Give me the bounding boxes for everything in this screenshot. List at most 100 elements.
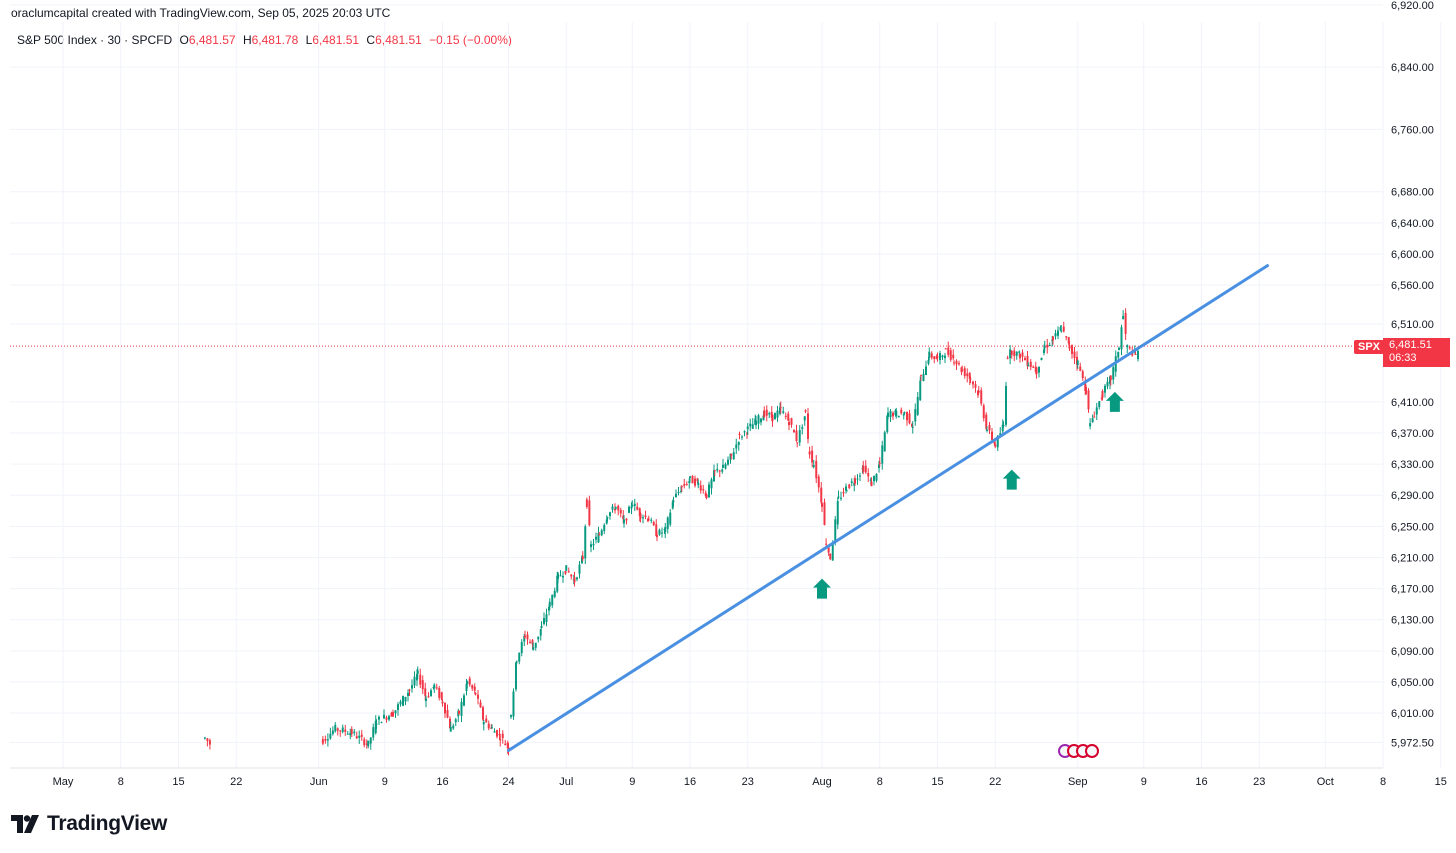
candle-body bbox=[831, 542, 834, 561]
candle-body bbox=[636, 506, 639, 510]
candle-body bbox=[820, 487, 823, 503]
candle-body bbox=[1046, 344, 1049, 348]
candle-body bbox=[952, 354, 955, 359]
candle-body bbox=[326, 739, 329, 741]
candle-body bbox=[1126, 345, 1129, 348]
time-axis[interactable]: May 8 15 22 Jun 9 16 24 Jul 9 16 23 Aug 8 15 22 Sep 9 16 23… bbox=[53, 776, 1447, 788]
candle-body bbox=[837, 496, 840, 498]
candle-body bbox=[463, 695, 465, 706]
candle-body bbox=[1117, 352, 1120, 358]
instrument-name[interactable]: S&P 500 Index · 30 · SPCFD bbox=[17, 33, 173, 47]
candle-body bbox=[1124, 312, 1127, 334]
candle-body bbox=[501, 733, 504, 739]
candle-body bbox=[438, 688, 441, 698]
candle-body bbox=[672, 500, 675, 502]
candle-body bbox=[1076, 360, 1079, 365]
candle-body bbox=[515, 661, 518, 663]
economic-events[interactable] bbox=[1058, 744, 1099, 758]
candle-body bbox=[817, 476, 820, 488]
candle-body bbox=[581, 556, 583, 564]
x-tick-label: 8 bbox=[1380, 776, 1386, 788]
last-price-value: 6,481.51 bbox=[1389, 339, 1432, 351]
candle-body bbox=[680, 490, 682, 492]
candle-body bbox=[1120, 327, 1123, 350]
candle-body bbox=[933, 356, 936, 360]
candle-body bbox=[339, 730, 342, 732]
candle-body bbox=[1018, 351, 1021, 353]
candle-body bbox=[867, 473, 870, 477]
candle-body bbox=[573, 577, 576, 583]
candle-body bbox=[1019, 354, 1021, 359]
price-axis[interactable]: 6,920.00 6,840.00 6,760.00 6,680.00 6,640.00… bbox=[1391, 0, 1434, 749]
candle-body bbox=[916, 397, 919, 415]
candle-body bbox=[562, 576, 564, 578]
candle-body bbox=[344, 729, 347, 732]
up-arrow-icon bbox=[1002, 469, 1021, 490]
trendline[interactable] bbox=[507, 264, 1269, 752]
candle-body bbox=[650, 519, 653, 521]
candle-body bbox=[407, 692, 409, 696]
candle-body bbox=[598, 534, 601, 536]
x-tick-label: 8 bbox=[877, 776, 883, 788]
candle-body bbox=[795, 430, 798, 441]
candle-body bbox=[1068, 345, 1071, 349]
candle-body bbox=[590, 544, 592, 548]
candle-body bbox=[567, 571, 570, 573]
candle-body bbox=[597, 532, 600, 543]
candle-body bbox=[499, 739, 502, 741]
candle-body bbox=[755, 420, 757, 426]
candle-body bbox=[1029, 361, 1032, 368]
candle-body bbox=[796, 442, 799, 444]
candle-body bbox=[906, 411, 908, 421]
candle-body bbox=[419, 674, 422, 685]
candle-body bbox=[691, 475, 694, 484]
candle-body bbox=[996, 435, 999, 448]
candle-body bbox=[413, 676, 416, 686]
high-value: 6,481.78 bbox=[251, 33, 299, 47]
candle-body bbox=[433, 684, 436, 689]
candle-body bbox=[655, 524, 658, 536]
x-tick-label: 15 bbox=[172, 776, 184, 788]
candle-body bbox=[958, 363, 960, 365]
candle-body bbox=[1087, 390, 1090, 410]
tradingview-logo[interactable]: TradingView bbox=[11, 812, 167, 836]
candle-body bbox=[578, 564, 581, 574]
candle-body bbox=[812, 464, 815, 467]
candle-body bbox=[721, 469, 724, 472]
candle-body bbox=[611, 506, 614, 510]
candle-body bbox=[699, 485, 702, 491]
candle-body bbox=[980, 390, 983, 404]
candle-body bbox=[982, 405, 985, 419]
x-tick-label: 24 bbox=[502, 776, 514, 788]
open-value: 6,481.57 bbox=[188, 33, 236, 47]
candle-body bbox=[848, 484, 851, 488]
candle-body bbox=[588, 500, 591, 526]
candle-body bbox=[741, 436, 743, 438]
candle-body bbox=[955, 360, 958, 365]
candle-body bbox=[977, 390, 980, 393]
x-tick-label: Aug bbox=[812, 776, 832, 788]
candle-body bbox=[859, 475, 861, 477]
y-tick-label: 6,170.00 bbox=[1391, 584, 1434, 596]
candle-body bbox=[870, 481, 873, 487]
y-tick-label: 5,972.50 bbox=[1391, 737, 1434, 749]
candle-body bbox=[1059, 327, 1062, 331]
candle-body bbox=[941, 355, 944, 358]
candle-body bbox=[449, 726, 452, 732]
candle-body bbox=[1048, 345, 1051, 347]
candle-body bbox=[346, 733, 349, 735]
candle-body bbox=[397, 704, 399, 710]
candle-body bbox=[498, 733, 501, 735]
event-flag-icon[interactable] bbox=[1085, 744, 1099, 758]
candle-body bbox=[1015, 351, 1018, 356]
candle-body bbox=[900, 409, 903, 414]
candle-body bbox=[994, 444, 997, 447]
symbol-badge: SPX bbox=[1354, 340, 1385, 354]
candle-body bbox=[738, 433, 741, 435]
candle-body bbox=[652, 522, 655, 526]
candle-body bbox=[543, 618, 545, 624]
candle-body bbox=[631, 505, 634, 507]
candle-body bbox=[509, 715, 512, 717]
candle-body bbox=[902, 414, 905, 416]
